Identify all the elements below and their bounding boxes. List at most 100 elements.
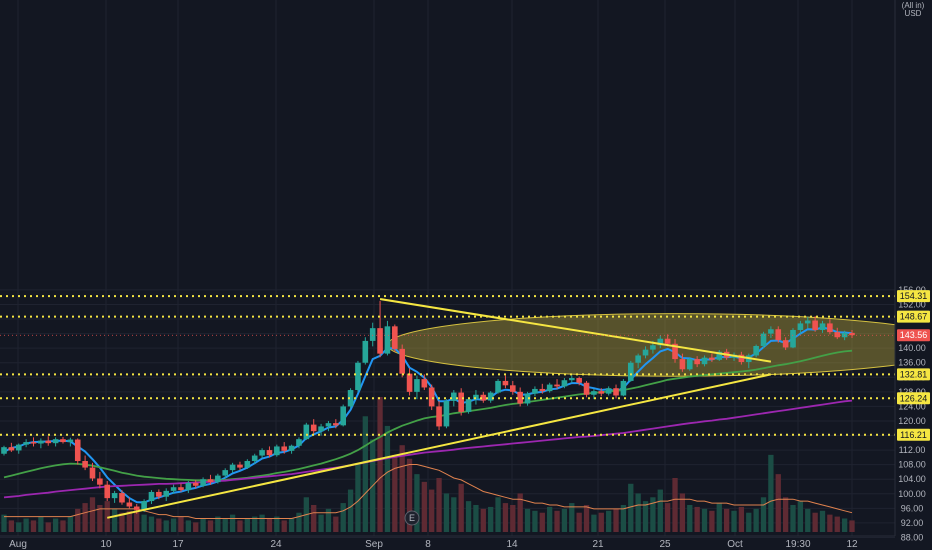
x-tick-label: 8: [425, 539, 431, 550]
candle: [1, 445, 7, 456]
candle: [834, 327, 841, 340]
upper-trendline[interactable]: [379, 298, 772, 363]
candle-body: [414, 379, 420, 392]
candle-body: [200, 479, 206, 486]
candle: [812, 316, 818, 332]
volume-bar: [465, 501, 472, 532]
candle: [185, 481, 192, 494]
axis-currency: USD: [905, 9, 922, 18]
candle: [642, 346, 649, 359]
volume-bar: [642, 501, 649, 532]
candle-body: [215, 475, 221, 483]
volume-bar: [679, 493, 686, 532]
volume-bar: [89, 497, 96, 532]
volume-bar: [569, 503, 575, 532]
earnings-marker[interactable]: E: [404, 510, 420, 526]
candle: [60, 436, 66, 444]
candle-body: [119, 493, 125, 503]
level-label-bg: [897, 290, 930, 303]
volume-bar: [111, 508, 118, 532]
price-axis[interactable]: 156.00152.00148.00144.00140.00136.00132.…: [898, 285, 926, 543]
volume-bar: [237, 520, 243, 532]
volume-bar: [399, 445, 405, 532]
candle-body: [369, 328, 376, 341]
x-tick-label: 10: [100, 539, 112, 550]
candle-body: [598, 391, 605, 394]
candle: [502, 375, 509, 389]
candle: [207, 474, 214, 485]
candle: [598, 388, 605, 397]
candle: [229, 462, 236, 473]
candle: [126, 497, 133, 509]
candle-body: [52, 439, 59, 444]
candle-body: [15, 444, 22, 451]
candle-body: [716, 351, 723, 360]
volume-bar: [510, 505, 516, 532]
candle: [421, 374, 428, 391]
candle: [576, 376, 582, 386]
y-tick-label: 88.00: [901, 532, 924, 542]
candle-body: [694, 359, 700, 365]
earnings-icon[interactable]: [404, 510, 420, 526]
candle: [15, 443, 22, 454]
candle: [362, 337, 369, 365]
volume-bar: [664, 503, 671, 532]
candle-body: [568, 378, 575, 381]
candle-body: [237, 464, 243, 468]
y-tick-label: 124.00: [898, 401, 926, 411]
volume-bar: [60, 520, 66, 532]
volume-bar: [606, 510, 612, 532]
candle: [804, 316, 811, 329]
candle-body: [509, 385, 516, 392]
y-tick-label: 152.00: [898, 299, 926, 309]
candle: [738, 351, 745, 365]
horizontal-levels[interactable]: [0, 295, 895, 436]
volume-bar: [834, 516, 840, 532]
candle: [399, 344, 405, 378]
x-tick-label: 17: [172, 539, 184, 550]
candle: [532, 386, 538, 397]
time-axis[interactable]: Aug 10 17 24 Sep 8 14 21 25 Oct 19:30 12: [9, 539, 858, 550]
level-labels: 154.31 148.67 132.81 126.24 116.21 143.56: [897, 290, 930, 441]
candle: [583, 380, 590, 398]
volume-bar: [517, 493, 523, 532]
candle: [768, 326, 774, 338]
candle: [436, 400, 442, 431]
y-tick-label: 96.00: [901, 503, 924, 513]
volume-bar: [141, 514, 147, 532]
candle: [156, 489, 162, 500]
candle-body: [97, 478, 103, 485]
volume-bar: [694, 506, 700, 532]
candle-body: [627, 362, 634, 381]
price-axis-panel[interactable]: [895, 0, 932, 550]
candles: [1, 300, 855, 514]
volume-bar: [709, 510, 715, 532]
candle-body: [178, 487, 184, 491]
candle: [790, 328, 796, 349]
candle-body: [141, 501, 147, 510]
candle: [200, 477, 206, 488]
volume-bar: [8, 520, 15, 532]
volume-bar: [148, 516, 155, 532]
candle: [303, 422, 310, 440]
candle-body: [487, 392, 494, 401]
candle-body: [82, 461, 88, 468]
candle: [296, 437, 302, 449]
candle-body: [465, 399, 472, 412]
candle: [89, 462, 96, 482]
candle-body: [229, 464, 236, 471]
volume-bar: [797, 501, 804, 532]
candle: [443, 399, 450, 429]
candle-body: [679, 359, 686, 370]
candle: [709, 353, 715, 363]
candle: [266, 446, 273, 458]
candle: [546, 382, 553, 393]
candle: [517, 387, 523, 407]
candle-body: [45, 440, 52, 444]
candle-body: [362, 340, 369, 363]
candle: [701, 355, 708, 367]
volume-bar: [480, 508, 486, 532]
volume-bar: [163, 520, 169, 532]
candle-body: [251, 455, 258, 462]
